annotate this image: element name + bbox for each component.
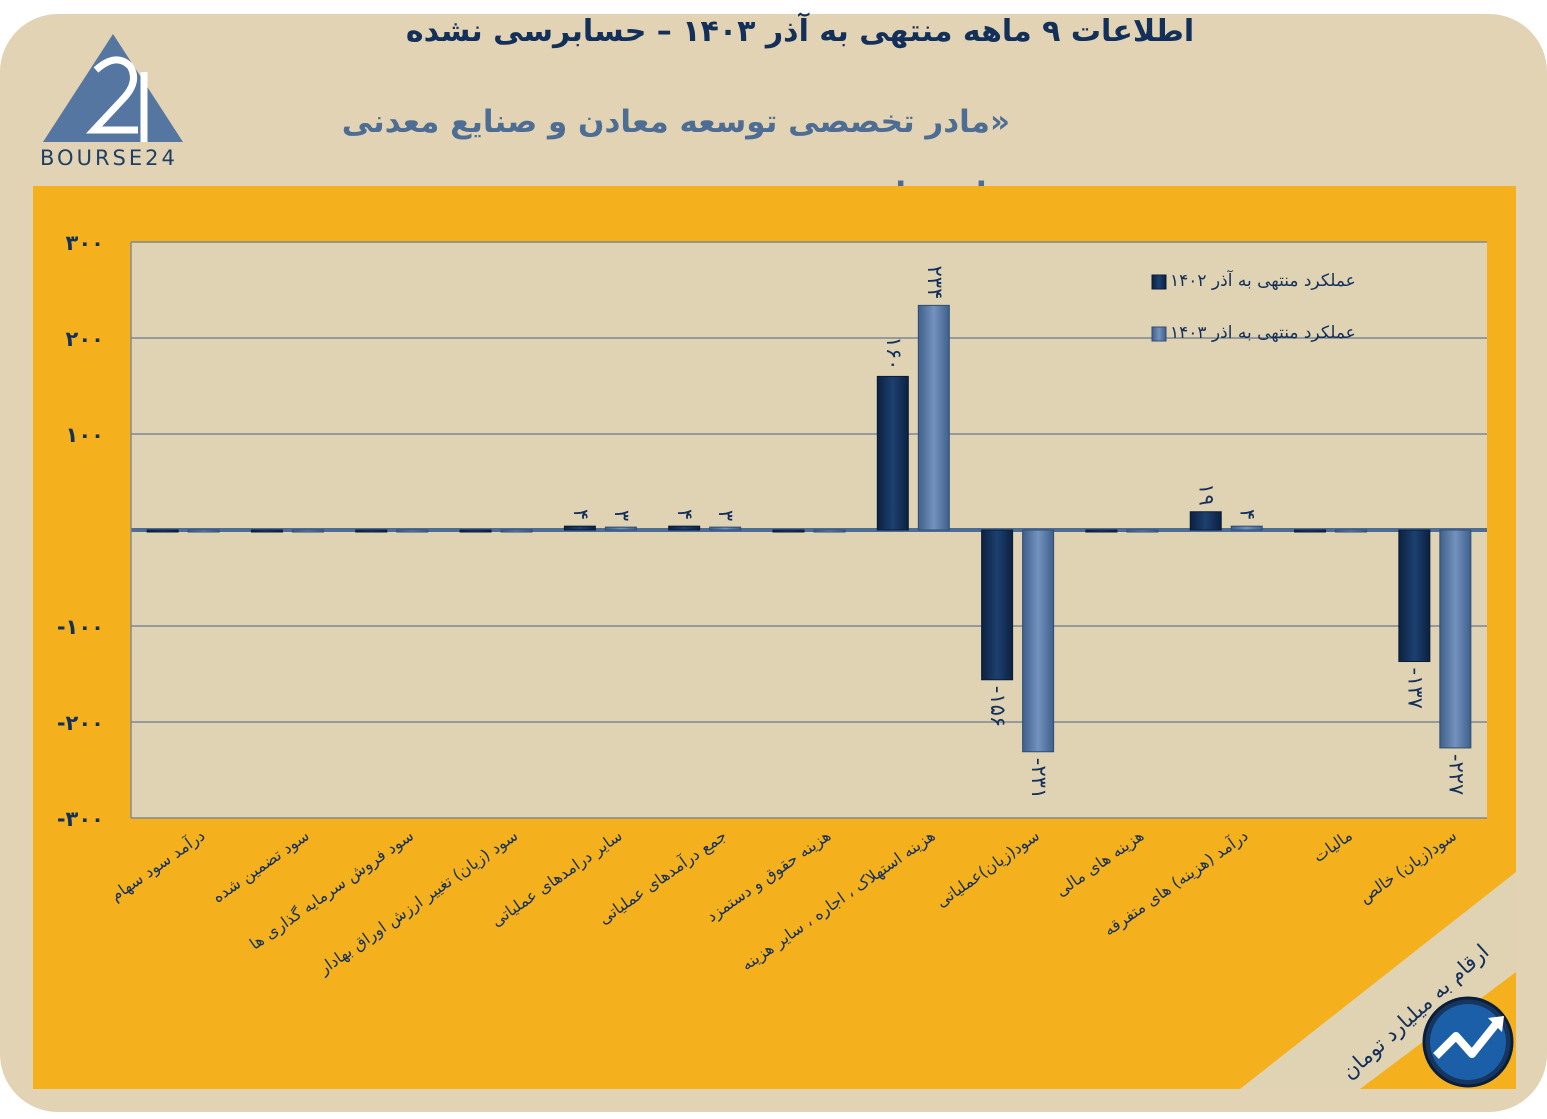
bar-1402: [355, 529, 388, 533]
y-tick-label: -۱۰۰: [57, 615, 104, 639]
bar-1403: [291, 529, 324, 533]
data-label: ۳: [610, 510, 634, 521]
bar-1403: [917, 304, 950, 531]
bar-1403: [1126, 529, 1159, 533]
data-label: ۲۳۴: [923, 266, 947, 300]
bar-1402: [876, 375, 909, 531]
bar-1402: [1189, 511, 1222, 531]
bar-1402: [250, 529, 283, 533]
legend-label: عملکرد منتهی به آذر ۱۴۰۲: [1170, 269, 1356, 291]
data-label: -۱۵۶: [986, 686, 1010, 727]
bar-1402: [1294, 529, 1327, 533]
trend-up-icon: [1422, 996, 1514, 1088]
bar-1402: [1085, 529, 1118, 533]
bar-1402: [459, 529, 492, 533]
footer-ribbon: [1240, 872, 1516, 1089]
data-label: -۱۳۷: [1403, 668, 1427, 709]
bar-1403: [1439, 529, 1472, 749]
data-label: ۱۶۰: [882, 337, 906, 371]
data-label: ۳: [714, 510, 738, 521]
data-label: ۱۹: [1195, 483, 1219, 506]
data-label: -۲۲۷: [1444, 754, 1468, 795]
legend-swatch: [1151, 326, 1167, 342]
bar-1402: [981, 529, 1014, 681]
bar-1402: [146, 529, 179, 533]
bar-1403: [187, 529, 220, 533]
bar-1403: [396, 529, 429, 533]
y-tick-label: -۳۰۰: [57, 807, 104, 831]
bar-1403: [1230, 525, 1263, 531]
data-label: ۴: [673, 509, 697, 520]
bar-1402: [563, 525, 596, 531]
category-label: درآمد سود سهام: [107, 826, 209, 906]
bar-1402: [668, 525, 701, 531]
category-label: هزینه استهلاک ، اجاره ، سایر هزینه: [738, 826, 939, 975]
y-tick-label: ۱۰۰: [66, 423, 104, 447]
y-tick-label: ۳۰۰: [66, 231, 104, 255]
bourse24-logo: [43, 34, 183, 142]
bar-1402: [1398, 529, 1431, 663]
page-title: اطلاعات ۹ ماهه منتهی به آذر ۱۴۰۳ – حسابر…: [405, 14, 1195, 49]
legend-swatch: [1151, 274, 1167, 290]
y-tick-label: -۲۰۰: [57, 711, 104, 735]
bar-1403: [1335, 529, 1368, 533]
category-label: سود(زیان) خالص: [1355, 826, 1460, 908]
bar-1403: [604, 526, 637, 531]
bar-1403: [500, 529, 533, 533]
category-label: هزینه های مالی: [1052, 826, 1148, 901]
bar-1402: [772, 529, 805, 533]
data-label: ۴: [1236, 509, 1260, 520]
category-label: سود (زیان) تغییر ارزش اوراق بهادار: [314, 826, 522, 980]
bar-1403: [813, 529, 846, 533]
category-label: سود فروش سرمایه گذاری ها: [246, 826, 418, 955]
category-label: سود(زیان)عملیاتی: [932, 826, 1043, 912]
data-label: -۲۳۱: [1027, 758, 1051, 799]
bar-1403: [709, 526, 742, 531]
legend-label: عملکرد منتهی به اذر ۱۴۰۳: [1170, 323, 1356, 343]
bar-1403: [1022, 529, 1055, 753]
category-label: سود تضمین شده: [209, 826, 314, 908]
category-label: مالیات: [1310, 826, 1356, 866]
y-tick-label: ۲۰۰: [66, 327, 104, 351]
data-label: ۴: [569, 509, 593, 520]
logo-text: BOURSE24: [40, 146, 178, 170]
